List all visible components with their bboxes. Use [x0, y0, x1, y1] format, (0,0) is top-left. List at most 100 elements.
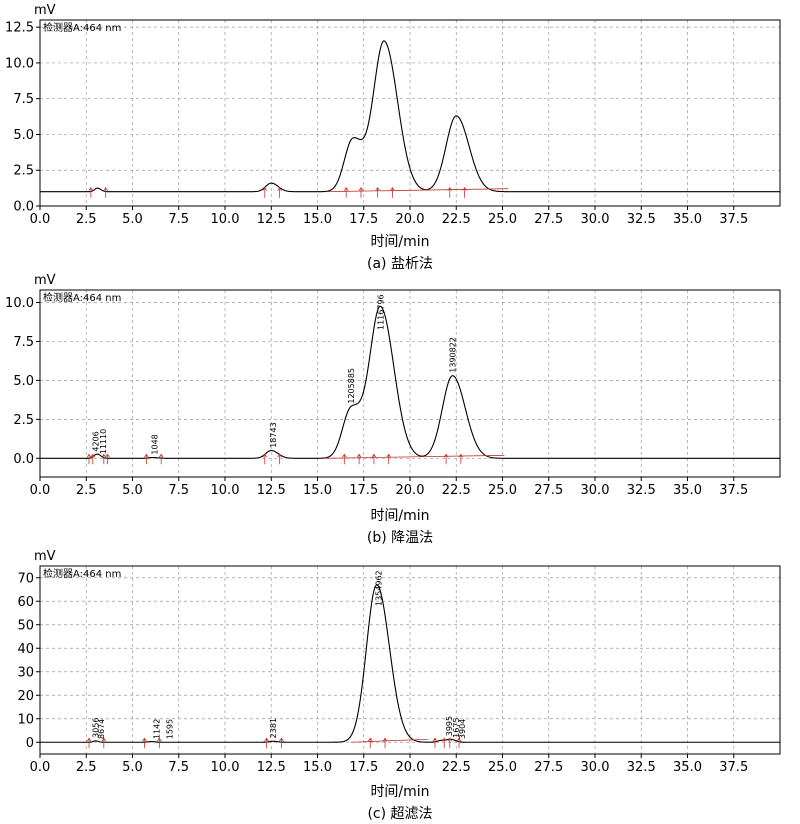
peak-area-label: 11110: [99, 429, 108, 454]
y-tick-label: 5.0: [13, 374, 34, 389]
x-tick-label: 17.5: [349, 212, 378, 227]
panel-caption: (c) 超滤法: [367, 806, 432, 822]
peak-boundary-marker: [386, 453, 392, 465]
chromatogram-trace: [40, 40, 780, 193]
y-tick-label: 10.0: [5, 296, 34, 311]
peak-boundary-marker: [343, 186, 349, 198]
peak-area-label: 4206: [92, 431, 101, 451]
peak-boundary-marker: [462, 186, 467, 198]
panel-b-cooling: 0.0 2.5 5.0 7.5 10.0 12.5 15.0 17.5 20.0 22.5 25.0…: [5, 273, 781, 546]
x-tick-label: 10.0: [211, 212, 240, 227]
y-axis-unit: mV: [34, 549, 56, 564]
peak-boundary-marker: [277, 186, 282, 198]
peak-boundary-marker: [144, 453, 149, 465]
x-tick-label: 32.5: [627, 212, 656, 227]
x-tick-label: 5.0: [122, 483, 143, 498]
peak-boundary-marker: [432, 737, 438, 749]
peak-area-label: 1048: [151, 434, 160, 454]
x-tick-label: 25.0: [488, 483, 517, 498]
peak-boundary-marker: [447, 186, 453, 198]
x-tick-label: 17.5: [349, 483, 378, 498]
x-tick-label: 2.5: [76, 483, 97, 498]
x-tick-label: 17.5: [349, 760, 378, 775]
x-tick-label: 25.0: [488, 760, 517, 775]
panel-caption: (a) 盐析法: [367, 256, 433, 272]
peak-area-label: 18743: [269, 422, 278, 447]
y-tick-label: 2.5: [13, 164, 34, 179]
x-tick-label: 7.5: [168, 760, 189, 775]
peak-area-label: 1595: [166, 719, 175, 739]
y-tick-label: 7.5: [13, 92, 34, 107]
x-tick-label: 15.0: [303, 760, 332, 775]
peak-area-label: 8674: [97, 719, 106, 739]
peak-boundary-marker: [341, 453, 347, 465]
x-tick-label: 0.0: [30, 483, 51, 498]
x-tick-label: 2.5: [76, 760, 97, 775]
x-tick-label: 15.0: [303, 483, 332, 498]
peak-boundary-marker: [88, 186, 94, 198]
x-tick-label: 30.0: [581, 212, 610, 227]
peak-area-label: 3995: [445, 716, 454, 736]
x-axis-title: 时间/min: [370, 234, 429, 250]
integration-baseline: [350, 738, 429, 743]
x-tick-label: 0.0: [30, 760, 51, 775]
x-tick-label: 37.5: [719, 212, 748, 227]
panel-caption: (b) 降温法: [367, 530, 433, 546]
x-tick-label: 12.5: [257, 760, 286, 775]
peak-boundary-marker: [103, 186, 109, 198]
x-tick-label: 27.5: [534, 760, 563, 775]
peak-boundary-marker: [375, 186, 380, 198]
peak-boundary-marker: [358, 186, 364, 198]
x-tick-label: 12.5: [257, 212, 286, 227]
x-tick-label: 20.0: [396, 483, 425, 498]
x-axis-title: 时间/min: [370, 784, 429, 800]
x-tick-label: 30.0: [581, 760, 610, 775]
peak-boundary-marker: [101, 737, 107, 749]
x-tick-label: 37.5: [719, 483, 748, 498]
x-tick-label: 2.5: [76, 212, 97, 227]
peak-boundary-marker: [447, 737, 453, 749]
peak-boundary-marker: [86, 737, 92, 749]
panel-a-salting-out: 0.0 2.5 5.0 7.5 10.0 12.5 15.0 17.5 20.0 22.5 25.0…: [5, 3, 781, 272]
y-tick-label: 60: [17, 595, 34, 610]
x-axis-title: 时间/min: [370, 508, 429, 524]
peak-boundary-marker: [443, 453, 449, 465]
peak-area-label: 1205885: [347, 368, 356, 404]
panel-c-ultrafiltration: 0.0 2.5 5.0 7.5 10.0 12.5 15.0 17.5 20.0 22.5 25.0…: [17, 549, 781, 822]
y-tick-label: 20: [17, 689, 34, 704]
peak-boundary-marker: [86, 453, 92, 465]
peak-boundary-marker: [279, 737, 284, 749]
peak-boundary-marker: [277, 453, 282, 465]
peak-area-label: 1390822: [449, 337, 458, 373]
x-tick-label: 7.5: [168, 212, 189, 227]
peak-boundary-marker: [262, 186, 268, 198]
y-tick-label: 0.0: [13, 200, 34, 215]
peak-boundary-marker: [90, 453, 96, 465]
x-tick-label: 35.0: [673, 212, 702, 227]
x-tick-label: 22.5: [442, 483, 471, 498]
peak-boundary-marker: [458, 453, 464, 465]
x-tick-label: 5.0: [122, 760, 143, 775]
x-tick-label: 27.5: [534, 483, 563, 498]
x-tick-label: 22.5: [442, 212, 471, 227]
peak-boundary-marker: [367, 737, 373, 749]
integration-baseline: [324, 454, 505, 459]
y-tick-label: 10.0: [5, 56, 34, 71]
peak-boundary-marker: [390, 186, 395, 198]
peak-boundary-marker: [262, 453, 268, 465]
x-tick-label: 20.0: [396, 760, 425, 775]
x-tick-label: 0.0: [30, 212, 51, 227]
x-tick-label: 22.5: [442, 760, 471, 775]
y-tick-label: 40: [17, 642, 34, 657]
peak-boundary-marker: [156, 737, 162, 749]
x-tick-label: 20.0: [396, 212, 425, 227]
x-tick-label: 32.5: [627, 483, 656, 498]
x-tick-label: 5.0: [122, 212, 143, 227]
detector-label: 检测器A:464 nm: [43, 567, 121, 580]
y-tick-label: 5.0: [13, 128, 34, 143]
y-tick-label: 0: [26, 736, 34, 751]
y-tick-label: 0.0: [13, 452, 34, 467]
peak-boundary-marker: [371, 453, 377, 465]
x-tick-label: 7.5: [168, 483, 189, 498]
